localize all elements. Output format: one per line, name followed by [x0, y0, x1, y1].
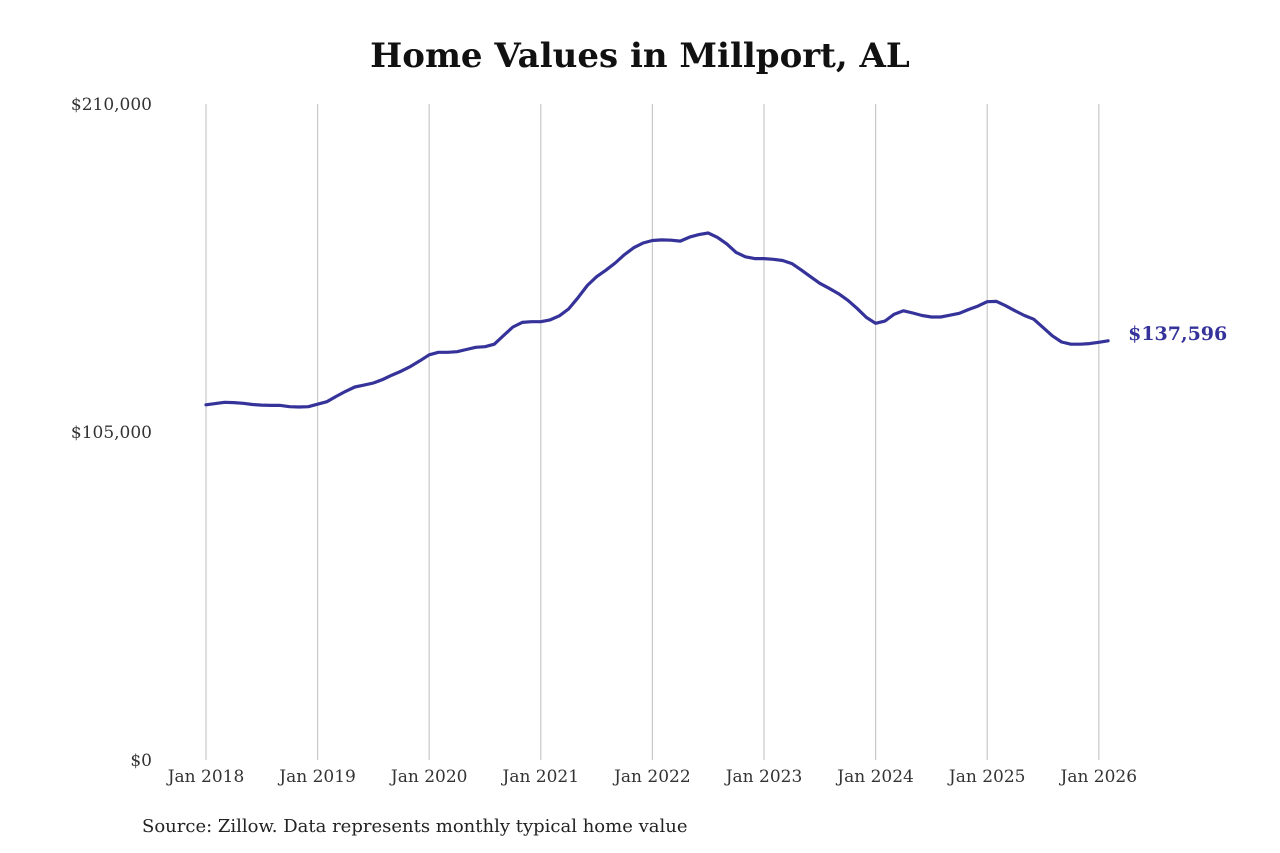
x-tick-label: Jan 2025 [947, 767, 1026, 787]
x-tick-label: Jan 2023 [724, 767, 803, 787]
y-tick-label: $0 [130, 751, 152, 771]
y-tick-label: $210,000 [71, 95, 152, 115]
series-line [204, 231, 1110, 409]
x-tick-label: Jan 2026 [1059, 767, 1138, 787]
x-tick-label: Jan 2022 [612, 767, 691, 787]
x-tick-label: Jan 2018 [166, 767, 245, 787]
x-tick-label: Jan 2019 [277, 767, 356, 787]
chart-title: Home Values in Millport, AL [370, 36, 910, 76]
y-tick-label: $105,000 [71, 423, 152, 443]
end-value-label: $137,596 [1128, 323, 1227, 345]
source-note: Source: Zillow. Data represents monthly … [142, 816, 688, 837]
x-tick-label: Jan 2024 [835, 767, 914, 787]
x-tick-label: Jan 2021 [501, 767, 580, 787]
x-tick-label: Jan 2020 [389, 767, 468, 787]
